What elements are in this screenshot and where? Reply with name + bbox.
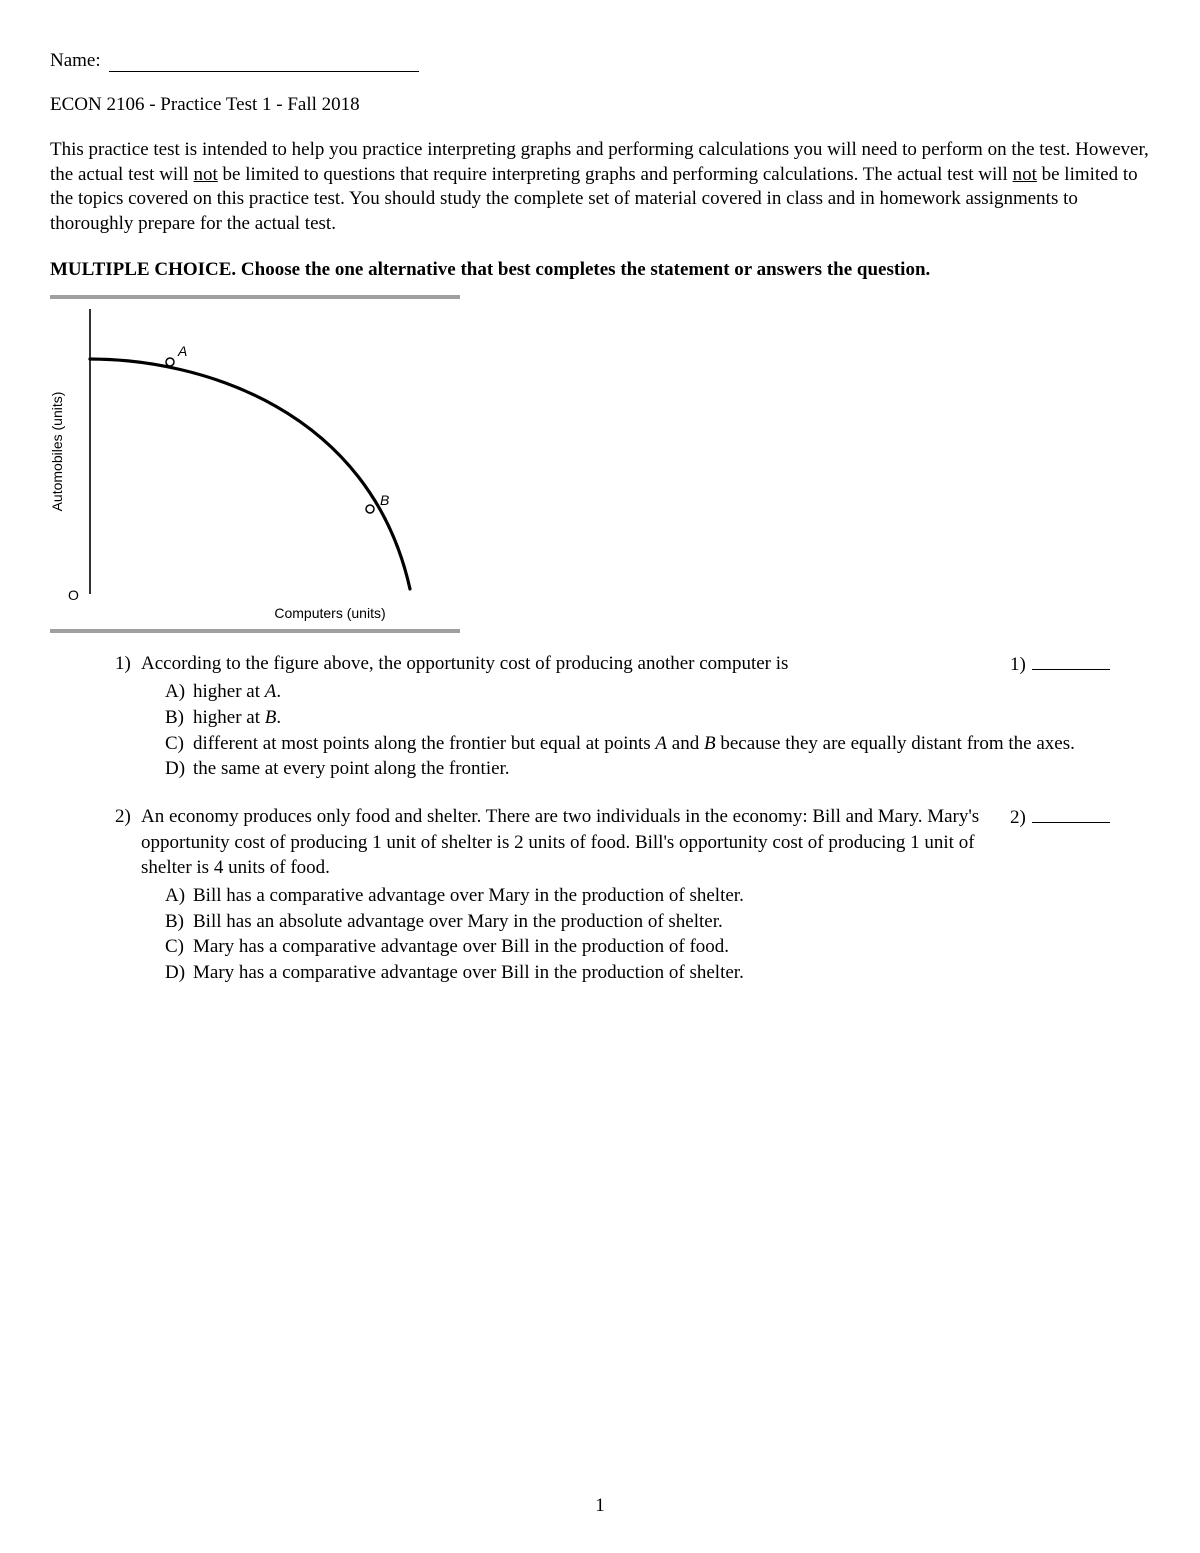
figure-bottom-bar	[50, 629, 460, 633]
choice-text: Bill has a comparative advantage over Ma…	[193, 883, 1130, 909]
choice[interactable]: C)different at most points along the fro…	[165, 731, 1130, 757]
choice[interactable]: B)Bill has an absolute advantage over Ma…	[165, 909, 1130, 935]
choice-text: Mary has a comparative advantage over Bi…	[193, 960, 1130, 986]
answer-blank-label: 2)	[1010, 805, 1026, 831]
choice-label: D)	[165, 756, 193, 782]
course-title: ECON 2106 - Practice Test 1 - Fall 2018	[50, 94, 1150, 116]
svg-text:Automobiles (units): Automobiles (units)	[50, 391, 65, 511]
name-blank-line[interactable]	[109, 53, 419, 72]
italic-var: A	[655, 733, 667, 754]
choice[interactable]: D)the same at every point along the fron…	[165, 756, 1130, 782]
choices: A)higher at A.B)higher at B.C)different …	[115, 679, 1130, 782]
choice-label: A)	[165, 883, 193, 909]
svg-text:B: B	[380, 492, 389, 508]
page-number: 1	[0, 1495, 1200, 1517]
choice-label: C)	[165, 934, 193, 960]
svg-text:O: O	[68, 587, 79, 603]
choice-label: D)	[165, 960, 193, 986]
choice[interactable]: D)Mary has a comparative advantage over …	[165, 960, 1130, 986]
answer-blank[interactable]: 2)	[1010, 804, 1130, 831]
choices: A)Bill has a comparative advantage over …	[115, 883, 1130, 986]
choice[interactable]: B)higher at B.	[165, 705, 1130, 731]
intro-not-2: not	[1013, 164, 1037, 185]
choice-text: Mary has a comparative advantage over Bi…	[193, 934, 1130, 960]
questions-list: 1)According to the figure above, the opp…	[50, 651, 1150, 986]
svg-text:A: A	[177, 343, 187, 359]
answer-blank[interactable]: 1)	[1010, 651, 1130, 678]
italic-var: A	[265, 681, 277, 702]
intro-text-2: be limited to questions that require int…	[218, 164, 1013, 185]
choice-text: Bill has an absolute advantage over Mary…	[193, 909, 1130, 935]
italic-var: B	[265, 707, 277, 728]
section-heading: MULTIPLE CHOICE. Choose the one alternat…	[50, 259, 1150, 281]
answer-blank-line[interactable]	[1032, 651, 1110, 670]
italic-var: B	[704, 733, 716, 754]
choice-text: the same at every point along the fronti…	[193, 756, 1130, 782]
svg-text:Computers (units): Computers (units)	[274, 605, 385, 621]
question-stem: An economy produces only food and shelte…	[141, 804, 1010, 881]
choice-label: C)	[165, 731, 193, 757]
choice-label: B)	[165, 909, 193, 935]
question-stem: According to the figure above, the oppor…	[141, 651, 1010, 677]
choice-label: B)	[165, 705, 193, 731]
intro-paragraph: This practice test is intended to help y…	[50, 138, 1150, 237]
choice[interactable]: A)Bill has a comparative advantage over …	[165, 883, 1130, 909]
intro-not-1: not	[194, 164, 218, 185]
choice[interactable]: C)Mary has a comparative advantage over …	[165, 934, 1130, 960]
question-number: 2)	[115, 804, 141, 830]
name-label: Name:	[50, 50, 101, 71]
choice-label: A)	[165, 679, 193, 705]
question-number: 1)	[115, 651, 141, 677]
ppf-chart: A B O Automobiles (units) Computers (units)	[50, 299, 460, 629]
choice-text: higher at B.	[193, 705, 1130, 731]
choice-text: different at most points along the front…	[193, 731, 1130, 757]
answer-blank-label: 1)	[1010, 652, 1026, 678]
choice-text: higher at A.	[193, 679, 1130, 705]
question-row: 1)According to the figure above, the opp…	[115, 651, 1130, 678]
question: 1)According to the figure above, the opp…	[115, 651, 1130, 782]
name-row: Name:	[50, 50, 1150, 72]
answer-blank-line[interactable]	[1032, 804, 1110, 823]
question: 2)An economy produces only food and shel…	[115, 804, 1130, 985]
question-row: 2)An economy produces only food and shel…	[115, 804, 1130, 881]
choice[interactable]: A)higher at A.	[165, 679, 1130, 705]
ppf-figure: A B O Automobiles (units) Computers (units)	[50, 295, 1150, 633]
